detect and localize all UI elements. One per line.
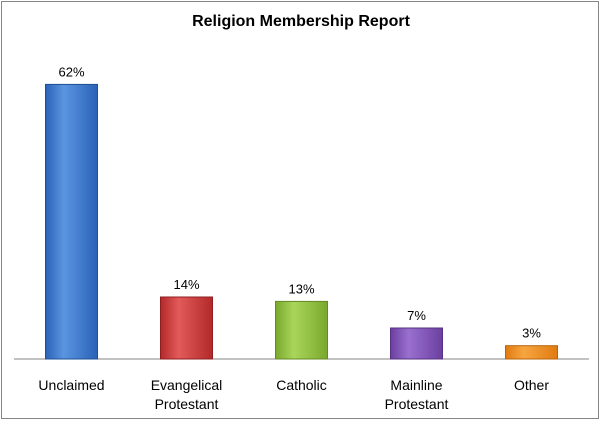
data-label-4: 3%: [522, 326, 541, 341]
category-label-0: Unclaimed: [38, 377, 104, 393]
category-label-4: Other: [514, 377, 549, 393]
category-label-2: Catholic: [276, 377, 327, 393]
data-label-2: 13%: [288, 281, 314, 296]
data-label-3: 7%: [407, 308, 426, 323]
bar-1: [160, 296, 213, 360]
chart-title: Religion Membership Report: [192, 13, 410, 30]
bars-group: 62% Unclaimed 14% Evangelical Protestant 13% C…: [38, 64, 558, 412]
bar-3: [390, 327, 443, 360]
data-label-1: 14%: [173, 277, 199, 292]
bar-0: [45, 83, 98, 360]
bar-4: [505, 345, 558, 360]
category-label-1: Evangelical Protestant: [151, 377, 223, 412]
data-label-0: 62%: [58, 64, 84, 79]
category-label-3: Mainline Protestant: [385, 377, 449, 412]
bar-2: [275, 300, 328, 360]
